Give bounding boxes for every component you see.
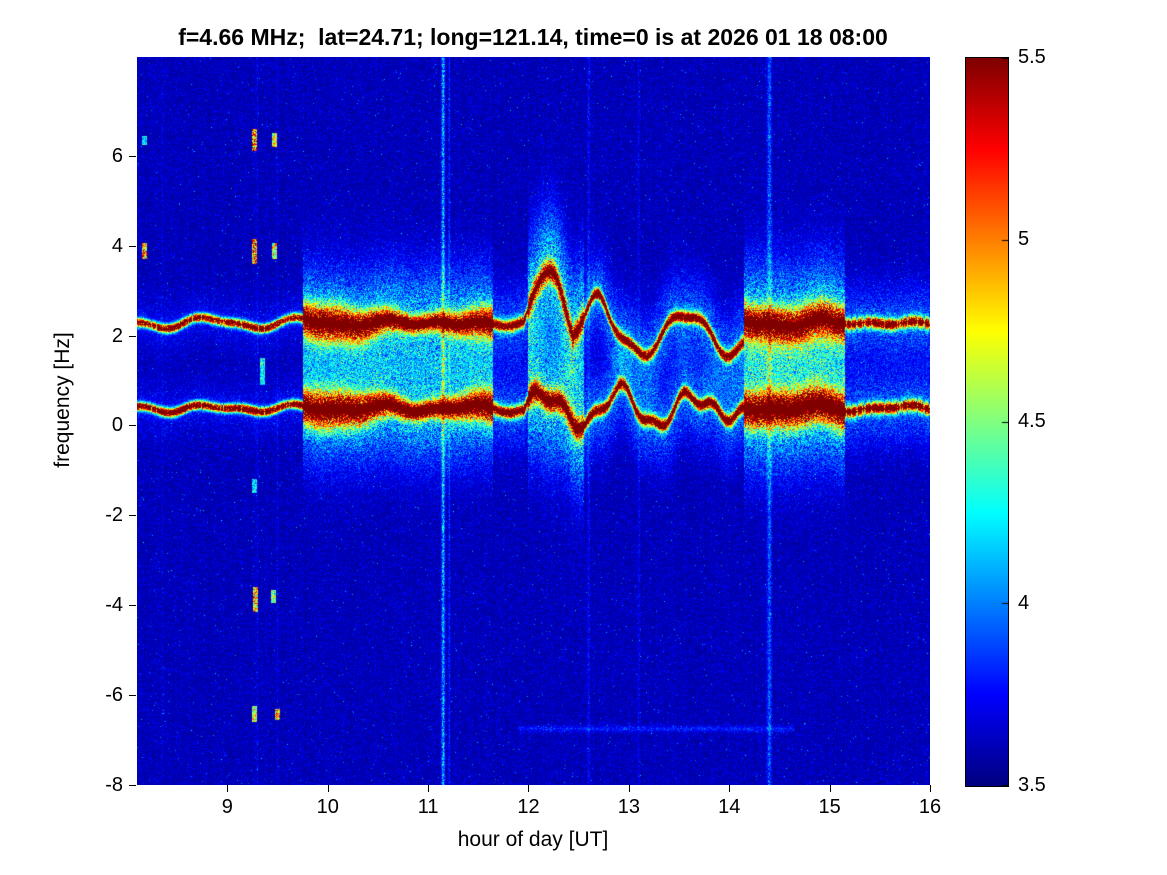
x-tick-mark [227, 785, 229, 792]
x-tick-label: 13 [617, 796, 640, 818]
y-tick-mark [129, 155, 136, 157]
y-tick-label: -8 [105, 774, 123, 796]
y-axis-label: frequency [Hz] [51, 332, 74, 468]
x-tick-mark [930, 785, 931, 792]
x-tick-label: 11 [417, 796, 439, 818]
y-tick-label: -4 [105, 594, 123, 617]
x-tick-mark [528, 785, 530, 792]
y-tick-label: 4 [111, 234, 123, 257]
y-tick-label: 0 [111, 414, 123, 437]
colorbar-tick-label: 5.5 [1018, 46, 1046, 68]
x-tick-mark [628, 785, 630, 792]
x-tick-mark [729, 785, 731, 792]
y-tick-label: 6 [111, 144, 123, 167]
x-tick-label: 9 [221, 796, 233, 818]
x-tick-label: 15 [818, 796, 841, 818]
x-tick-label: 16 [918, 796, 942, 818]
chart-title: f=4.66 MHz; lat=24.71; long=121.14, time… [178, 24, 888, 50]
colorbar-tick-label: 5 [1018, 228, 1030, 250]
y-tick-label: 2 [111, 324, 123, 347]
colorbar-tick-label: 4.5 [1018, 410, 1046, 432]
x-tick-mark [428, 785, 430, 792]
y-tick-mark [129, 335, 136, 337]
colorbar-tick-label: 4 [1018, 592, 1030, 614]
x-axis-label: hour of day [UT] [457, 828, 609, 851]
y-tick-mark [129, 245, 136, 247]
y-tick-label: -6 [105, 684, 123, 707]
colorbar [965, 57, 1009, 787]
y-tick-mark [129, 695, 136, 697]
spectrogram-canvas [137, 57, 930, 785]
y-tick-mark [129, 785, 136, 786]
colorbar-tick-label: 3.5 [1018, 774, 1046, 796]
y-tick-mark [129, 515, 136, 517]
y-tick-mark [129, 605, 136, 607]
x-tick-label: 12 [517, 796, 540, 818]
x-tick-label: 14 [718, 796, 741, 818]
y-tick-label: -2 [105, 504, 123, 527]
x-tick-label: 10 [316, 796, 339, 818]
x-tick-mark [829, 785, 831, 792]
y-tick-mark [129, 425, 136, 427]
x-tick-mark [327, 785, 329, 792]
